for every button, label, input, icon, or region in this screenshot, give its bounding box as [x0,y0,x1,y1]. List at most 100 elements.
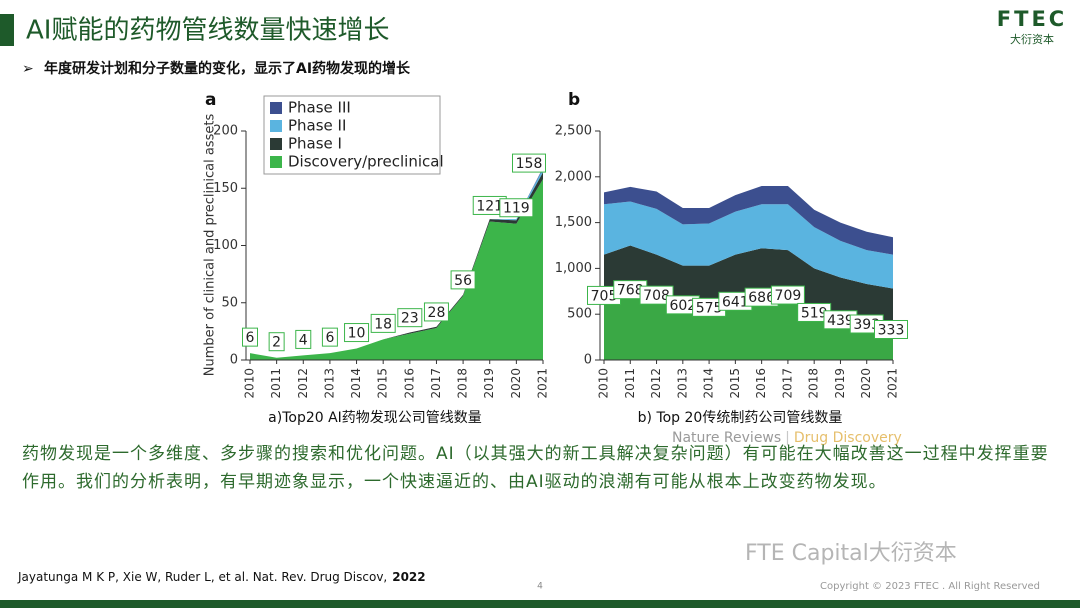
data-label-box [242,327,258,347]
data-label: 709 [775,288,802,304]
data-label-box [512,153,546,173]
x-tick-label: 2016 [754,368,768,399]
data-label: 602 [669,298,696,314]
citation-year: 2022 [392,570,425,584]
y-tick-label: 150 [213,181,238,196]
page-number: 4 [537,582,543,592]
y-tick-label: 2,000 [555,169,592,184]
area-series [604,185,893,255]
data-label: 768 [617,283,644,299]
watermark: FTE Capital大衍资本 [745,541,957,566]
data-label: 10 [348,326,366,342]
data-label: 28 [428,305,446,321]
y-tick-label: 0 [584,353,592,368]
legend-swatch [270,102,282,114]
footer-bar [0,600,1080,608]
data-label-box [499,198,534,218]
data-label: 333 [878,322,905,338]
x-tick-label: 2021 [886,368,900,399]
x-tick-label: 2019 [833,368,847,399]
citation-text: Jayatunga M K P, Xie W, Ruder L, et al. … [17,570,387,584]
y-tick-label: 1,500 [555,215,592,230]
x-tick-label: 2021 [536,368,550,399]
data-label-box [344,323,370,343]
y-tick-label: 200 [213,124,238,139]
data-label: 6 [325,330,334,346]
x-tick-label: 2018 [807,368,821,399]
title-marker [0,14,14,46]
x-tick-label: 2013 [675,368,689,399]
data-label: 18 [374,316,392,332]
x-tick-label: 2018 [456,368,470,399]
source-credit: Nature Reviews | Drug Discovery [672,430,902,446]
data-label: 705 [591,288,618,304]
x-tick-label: 2014 [702,368,716,399]
data-label-box [639,285,674,305]
data-label: 708 [643,288,670,304]
data-label: 393 [853,317,880,333]
y-tick-label: 500 [567,307,592,322]
chart-caption: a)Top20 AI药物发现公司管线数量 [268,410,482,426]
chart-caption: b) Top 20传统制药公司管线数量 [638,410,843,426]
bullet: ➢ [22,61,34,77]
legend-label: Phase II [288,117,346,135]
x-tick-label: 2015 [728,368,742,399]
x-tick-label: 2011 [269,368,283,399]
x-tick-label: 2017 [429,368,443,399]
data-label-box [321,327,338,347]
data-label-box [268,332,285,352]
x-tick-label: 2020 [859,368,873,399]
panel-letter: b [568,90,580,110]
source-separator: | [785,430,790,446]
legend-label: Phase III [288,99,351,117]
y-tick-label: 50 [221,295,238,310]
subtitle: 年度研发计划和分子数量的变化，显示了AI药物发现的增长 [44,60,411,77]
logo-subtitle: 大衍资本 [1010,32,1054,46]
data-label: 23 [401,311,419,327]
slide-title: AI赋能的药物管线数量快速增长 [26,16,389,46]
x-tick-label: 2012 [649,368,663,399]
data-label-box [397,308,423,328]
source-part1: Nature Reviews [672,430,781,446]
source-part2: Drug Discovery [794,430,902,446]
y-tick-label: 1,000 [555,261,592,276]
data-label-box [295,329,312,349]
legend-swatch [270,138,282,150]
copyright: Copyright © 2023 FTEC . All Right Reserv… [820,581,1040,592]
data-label-box [874,319,908,339]
x-tick-label: 2016 [402,368,416,399]
data-label: 121 [476,198,503,214]
data-label-box [423,302,449,322]
data-label-box [450,270,476,290]
data-label: 519 [801,305,828,321]
y-tick-label: 100 [213,238,238,253]
body-text: 药物发现是一个多维度、多步骤的搜索和优化问题。AI（以其强大的新工具解决复杂问题… [22,444,1049,492]
legend-box [263,95,441,175]
area-series [604,201,893,289]
data-label: 6 [246,330,255,346]
x-tick-label: 2013 [322,368,336,399]
data-label-box [370,313,396,333]
legend-label: Phase I [288,135,342,153]
data-label-box [770,285,805,305]
x-tick-label: 2010 [243,368,257,399]
area-series [250,179,543,360]
legend-swatch [270,156,282,168]
data-label: 158 [516,156,543,172]
legend-label: Discovery/preclinical [288,153,444,171]
x-tick-label: 2019 [482,368,496,399]
data-label: 4 [299,332,308,348]
legend-swatch [270,120,282,132]
x-tick-label: 2020 [509,368,523,399]
logo: FTEC [997,7,1067,31]
data-label: 575 [696,300,723,316]
panel-letter: a [205,90,216,110]
y-axis-label: Number of clinical and preclinical asset… [203,114,218,377]
x-tick-label: 2011 [623,368,637,399]
data-label: 439 [827,313,854,329]
y-tick-label: 2,500 [555,124,592,139]
x-tick-label: 2014 [349,368,363,399]
data-label: 119 [503,201,530,217]
